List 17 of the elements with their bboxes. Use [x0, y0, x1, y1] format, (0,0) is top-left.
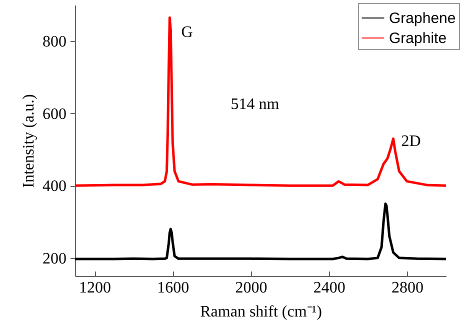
- y-axis-title: Intensity (a.u.): [20, 94, 38, 188]
- x-axis-title: Raman shift (cm⁻¹): [200, 304, 322, 320]
- annotation: G: [181, 24, 194, 41]
- x-tick-label: 1600: [157, 280, 190, 296]
- x-tick-label: 1200: [79, 280, 112, 296]
- legend-label: Graphene: [389, 10, 456, 27]
- x-tick-label: 2400: [313, 280, 346, 296]
- annotation: 2D: [401, 133, 421, 150]
- annotation: 514 nm: [230, 96, 280, 113]
- line-series: [75, 202, 446, 260]
- legend-label: Graphite: [389, 30, 447, 47]
- x-tick-label: 2000: [235, 280, 268, 296]
- y-tick-label: 600: [42, 106, 66, 123]
- x-tick-label: 2800: [391, 280, 424, 296]
- y-tick-label: 200: [42, 250, 66, 268]
- y-tick-label: 400: [42, 178, 66, 196]
- y-tick-label: 800: [42, 34, 66, 51]
